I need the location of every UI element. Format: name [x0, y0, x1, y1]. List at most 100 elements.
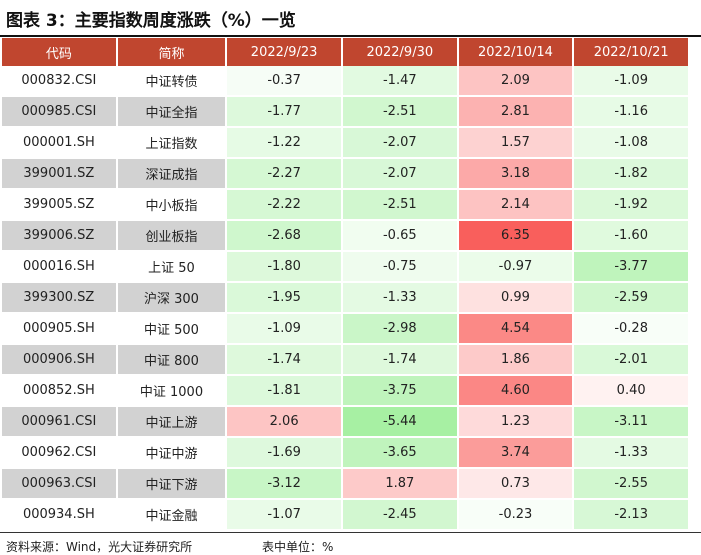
index-code-cell: 000905.SH: [2, 314, 118, 345]
index-code-cell: 000906.SH: [2, 345, 118, 376]
change-value-cell: -3.75: [342, 376, 459, 407]
change-value-cell: 1.87: [342, 469, 459, 500]
change-value-cell: -0.75: [342, 252, 459, 283]
index-code-cell: 000852.SH: [2, 376, 118, 407]
change-value-cell: -2.55: [574, 469, 690, 500]
table-row: 000963.CSI 中证下游 -3.12 1.87 0.73 -2.55: [2, 469, 690, 500]
change-value-cell: -2.07: [342, 159, 459, 190]
index-code-cell: 000934.SH: [2, 500, 118, 531]
change-value-cell: -1.80: [227, 252, 343, 283]
change-value-cell: -1.16: [574, 97, 690, 128]
change-value-cell: -1.09: [574, 66, 690, 97]
change-value-cell: -0.37: [227, 66, 343, 97]
change-value-cell: 0.99: [458, 283, 575, 314]
index-name-cell: 深证成指: [117, 159, 228, 190]
source-note: 资料来源：Wind，光大证券研究所: [6, 540, 193, 554]
change-value-cell: -1.33: [574, 438, 690, 469]
change-value-cell: -5.44: [342, 407, 459, 438]
bottom-rule: [0, 532, 701, 533]
table-row: 000962.CSI 中证中游 -1.69 -3.65 3.74 -1.33: [2, 438, 690, 469]
index-code-cell: 000963.CSI: [2, 469, 118, 500]
index-code-cell: 399300.SZ: [2, 283, 118, 314]
change-value-cell: 4.54: [458, 314, 575, 345]
change-value-cell: -0.23: [458, 500, 575, 531]
change-value-cell: 1.23: [458, 407, 575, 438]
change-value-cell: -2.27: [227, 159, 343, 190]
change-value-cell: -3.65: [342, 438, 459, 469]
index-code-cell: 000016.SH: [2, 252, 118, 283]
table-row: 000961.CSI 中证上游 2.06 -5.44 1.23 -3.11: [2, 407, 690, 438]
table-row: 399006.SZ 创业板指 -2.68 -0.65 6.35 -1.60: [2, 221, 690, 252]
index-name-cell: 中证全指: [117, 97, 228, 128]
change-value-cell: -1.60: [574, 221, 690, 252]
index-code-cell: 399006.SZ: [2, 221, 118, 252]
change-value-cell: -1.95: [227, 283, 343, 314]
index-name-cell: 中证上游: [117, 407, 228, 438]
change-value-cell: -2.45: [342, 500, 459, 531]
change-value-cell: -0.65: [342, 221, 459, 252]
change-value-cell: -3.12: [227, 469, 343, 500]
change-value-cell: -2.13: [574, 500, 690, 531]
index-name-cell: 上证 50: [117, 252, 228, 283]
change-value-cell: -2.22: [227, 190, 343, 221]
header-name: 简称: [117, 38, 228, 66]
change-value-cell: -2.98: [342, 314, 459, 345]
index-code-cell: 000985.CSI: [2, 97, 118, 128]
change-value-cell: -3.77: [574, 252, 690, 283]
change-value-cell: -1.22: [227, 128, 343, 159]
table-row: 000906.SH 中证 800 -1.74 -1.74 1.86 -2.01: [2, 345, 690, 376]
change-value-cell: 6.35: [458, 221, 575, 252]
table-row: 000852.SH 中证 1000 -1.81 -3.75 4.60 0.40: [2, 376, 690, 407]
change-value-cell: 2.06: [227, 407, 343, 438]
header-row: 代码 简称 2022/9/23 2022/9/30 2022/10/14 202…: [2, 38, 690, 66]
index-name-cell: 中证 800: [117, 345, 228, 376]
table-row: 000905.SH 中证 500 -1.09 -2.98 4.54 -0.28: [2, 314, 690, 345]
index-name-cell: 上证指数: [117, 128, 228, 159]
table-row: 000016.SH 上证 50 -1.80 -0.75 -0.97 -3.77: [2, 252, 690, 283]
table-row: 000985.CSI 中证全指 -1.77 -2.51 2.81 -1.16: [2, 97, 690, 128]
header-code: 代码: [2, 38, 118, 66]
index-name-cell: 中证金融: [117, 500, 228, 531]
change-value-cell: 3.18: [458, 159, 575, 190]
change-value-cell: -1.47: [342, 66, 459, 97]
change-value-cell: 2.14: [458, 190, 575, 221]
index-name-cell: 创业板指: [117, 221, 228, 252]
table-row: 399005.SZ 中小板指 -2.22 -2.51 2.14 -1.92: [2, 190, 690, 221]
index-code-cell: 000961.CSI: [2, 407, 118, 438]
change-value-cell: -2.01: [574, 345, 690, 376]
change-value-cell: 1.57: [458, 128, 575, 159]
change-value-cell: 0.40: [574, 376, 690, 407]
change-value-cell: 2.81: [458, 97, 575, 128]
change-value-cell: -1.81: [227, 376, 343, 407]
header-date-2: 2022/9/30: [342, 38, 459, 66]
index-name-cell: 中证 1000: [117, 376, 228, 407]
change-value-cell: 0.73: [458, 469, 575, 500]
unit-note: 表中单位：%: [262, 540, 334, 554]
change-value-cell: -2.07: [342, 128, 459, 159]
index-code-cell: 399005.SZ: [2, 190, 118, 221]
change-value-cell: -0.28: [574, 314, 690, 345]
index-name-cell: 中证 500: [117, 314, 228, 345]
index-weekly-change-table: 代码 简称 2022/9/23 2022/9/30 2022/10/14 202…: [2, 38, 690, 531]
table-row: 399001.SZ 深证成指 -2.27 -2.07 3.18 -1.82: [2, 159, 690, 190]
change-value-cell: -3.11: [574, 407, 690, 438]
change-value-cell: -0.97: [458, 252, 575, 283]
header-date-1: 2022/9/23: [227, 38, 343, 66]
change-value-cell: 3.74: [458, 438, 575, 469]
change-value-cell: -1.74: [227, 345, 343, 376]
table-body: 000832.CSI 中证转债 -0.37 -1.47 2.09 -1.09 000985.…: [2, 66, 690, 531]
change-value-cell: -1.92: [574, 190, 690, 221]
index-name-cell: 中小板指: [117, 190, 228, 221]
header-date-4: 2022/10/21: [574, 38, 690, 66]
change-value-cell: 2.09: [458, 66, 575, 97]
change-value-cell: -1.33: [342, 283, 459, 314]
change-value-cell: -2.59: [574, 283, 690, 314]
index-code-cell: 000832.CSI: [2, 66, 118, 97]
index-name-cell: 沪深 300: [117, 283, 228, 314]
title-rule: [0, 35, 701, 37]
change-value-cell: 1.86: [458, 345, 575, 376]
table-row: 000934.SH 中证金融 -1.07 -2.45 -0.23 -2.13: [2, 500, 690, 531]
change-value-cell: -1.07: [227, 500, 343, 531]
table-row: 000832.CSI 中证转债 -0.37 -1.47 2.09 -1.09: [2, 66, 690, 97]
index-code-cell: 399001.SZ: [2, 159, 118, 190]
